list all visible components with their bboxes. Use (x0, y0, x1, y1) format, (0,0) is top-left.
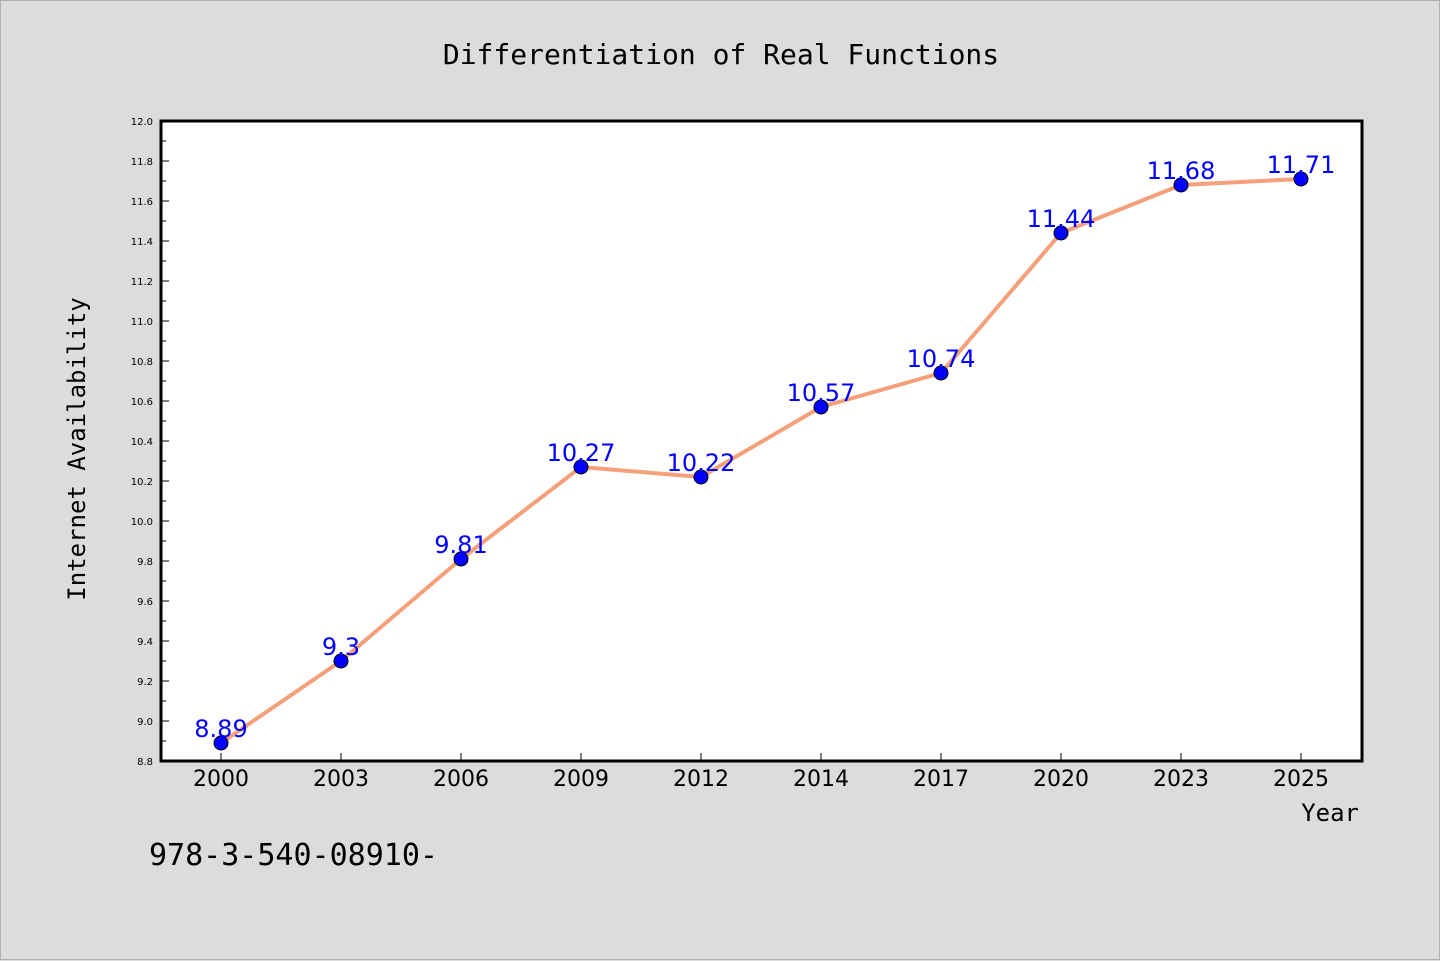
data-point (333, 653, 349, 669)
data-point (573, 459, 589, 475)
y-tick-label: 11.4 (131, 237, 153, 248)
y-tick-label: 9.8 (137, 557, 153, 568)
data-label: 9.81 (434, 531, 487, 559)
footer-text: 978-3-540-08910- (149, 838, 438, 873)
y-tick-label: 9.0 (137, 717, 153, 728)
y-tick-label: 8.8 (137, 757, 153, 768)
y-tick-label: 11.8 (131, 157, 153, 168)
series-markers (213, 171, 1309, 751)
y-tick-label: 9.2 (137, 677, 153, 688)
chart-title: Differentiation of Real Functions (443, 38, 999, 71)
series-line (219, 177, 1302, 745)
x-axis: 2000 2003 2006 2009 2012 2014 2017 2020 2023 2025 (193, 753, 1329, 792)
data-point (813, 399, 829, 415)
x-tick-label: 2014 (793, 767, 849, 792)
y-tick-label: 10.6 (131, 397, 153, 408)
data-point (1293, 171, 1309, 187)
y-tick-label: 12.0 (131, 117, 153, 128)
x-tick-label: 2017 (913, 767, 969, 792)
x-tick-label: 2003 (313, 767, 369, 792)
y-tick-label: 10.2 (131, 477, 153, 488)
data-label: 8.89 (194, 715, 247, 743)
y-tick-label: 11.2 (131, 277, 153, 288)
y-tick-label: 9.4 (137, 637, 153, 648)
data-point (453, 551, 469, 567)
x-tick-label: 2020 (1033, 767, 1089, 792)
data-point (693, 469, 709, 485)
y-axis: 8.8 9.0 9.2 9.4 9.6 9.8 10.0 10.2 10.4 10.6 10.8 11… (131, 117, 169, 768)
data-label: 11.44 (1027, 205, 1096, 233)
y-tick-label: 9.6 (137, 597, 153, 608)
data-label: 10.22 (667, 449, 736, 477)
data-point (933, 365, 949, 381)
x-tick-label: 2025 (1273, 767, 1329, 792)
y-tick-label: 11.6 (131, 197, 153, 208)
data-labels: 8.89 9.3 9.81 10.27 10.22 10.57 10.74 11.44 11.6… (194, 151, 1335, 743)
data-label: 11.68 (1147, 157, 1216, 185)
data-label: 10.57 (787, 379, 856, 407)
data-label: 10.27 (547, 439, 616, 467)
data-point (1053, 225, 1069, 241)
x-tick-label: 2000 (193, 767, 249, 792)
x-axis-label: Year (1301, 799, 1359, 827)
x-tick-label: 2023 (1153, 767, 1209, 792)
x-tick-label: 2006 (433, 767, 489, 792)
y-tick-label: 10.0 (131, 517, 153, 528)
data-label: 11.71 (1267, 151, 1336, 179)
x-tick-label: 2012 (673, 767, 729, 792)
x-tick-label: 2009 (553, 767, 609, 792)
data-label: 10.74 (907, 345, 976, 373)
y-tick-label: 10.4 (131, 437, 153, 448)
y-axis-label: Internet Availability (63, 297, 91, 600)
data-point (213, 735, 229, 751)
y-tick-label: 11.0 (131, 317, 153, 328)
y-tick-label: 10.8 (131, 357, 153, 368)
data-point (1173, 177, 1189, 193)
data-label: 9.3 (322, 633, 360, 661)
